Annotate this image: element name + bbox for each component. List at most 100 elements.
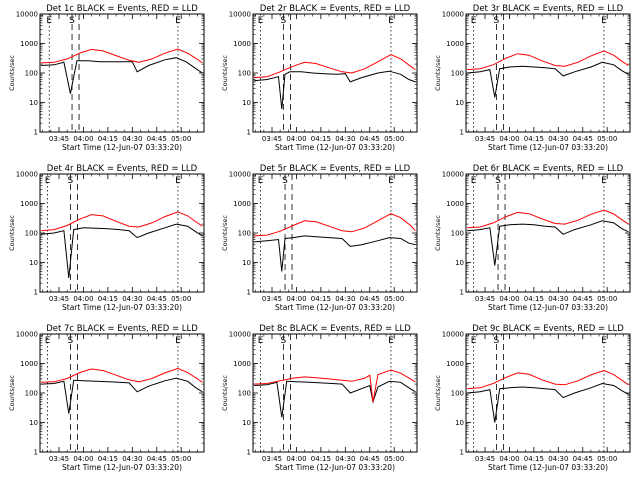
y-tick-label: 10000 xyxy=(229,171,251,179)
x-tick-label: 03:45 xyxy=(49,135,69,143)
lld-series-line xyxy=(41,367,203,383)
x-tick-label: 05:00 xyxy=(171,455,191,463)
x-tick-label: 04:30 xyxy=(122,135,142,143)
x-axis-label: Start Time (12-Jun-07 03:33:20) xyxy=(488,143,608,152)
x-axis-label: Start Time (12-Jun-07 03:33:20) xyxy=(275,303,395,312)
events-series-line xyxy=(254,70,416,110)
y-tick-label: 100 xyxy=(25,230,38,238)
y-tick-label: 10000 xyxy=(442,331,464,339)
x-axis-label: Start Time (12-Jun-07 03:33:20) xyxy=(488,463,608,472)
events-series-line xyxy=(254,235,416,272)
y-tick-label: 100 xyxy=(238,390,251,398)
chart-panel: Det 7c BLACK = Events, RED = LLD 1 10 100 10… xyxy=(8,324,205,472)
chart-title: Det 1c BLACK = Events, RED = LLD xyxy=(46,4,198,14)
marker-label: S xyxy=(69,16,75,26)
marker-label: S xyxy=(68,176,74,186)
x-tick-label: 04:30 xyxy=(335,135,355,143)
chart-title: Det 4r BLACK = Events, RED = LLD xyxy=(47,164,198,174)
x-tick-label: 04:30 xyxy=(548,135,568,143)
y-axis-label: Counts/sec xyxy=(221,55,229,91)
x-tick-label: 04:30 xyxy=(548,455,568,463)
y-tick-label: 10000 xyxy=(16,331,38,339)
x-tick-label: 04:15 xyxy=(524,295,544,303)
plot-frame xyxy=(252,173,418,293)
y-tick-label: 1000 xyxy=(233,360,251,368)
chart-panel: Det 5r BLACK = Events, RED = LLD 1 10 100 10… xyxy=(221,164,418,312)
x-axis-label: Start Time (12-Jun-07 03:33:20) xyxy=(62,143,182,152)
y-tick-label: 1000 xyxy=(446,40,464,48)
x-tick-label: 04:15 xyxy=(311,455,331,463)
x-tick-label: 04:00 xyxy=(73,135,93,143)
y-tick-label: 1 xyxy=(34,129,38,137)
y-tick-label: 1000 xyxy=(20,360,38,368)
events-series-line xyxy=(467,61,629,98)
y-tick-label: 100 xyxy=(451,70,464,78)
marker-label: E xyxy=(258,336,264,346)
lld-series-line xyxy=(254,213,416,237)
x-axis-label: Start Time (12-Jun-07 03:33:20) xyxy=(275,143,395,152)
chart-panel: Det 6r BLACK = Events, RED = LLD 1 10 100 10… xyxy=(434,164,631,312)
y-tick-label: 1000 xyxy=(446,360,464,368)
plot-frame xyxy=(39,13,205,133)
x-tick-label: 04:00 xyxy=(286,135,306,143)
marker-label: E xyxy=(45,336,51,346)
marker-label: E xyxy=(388,16,394,26)
y-axis-label: Counts/sec xyxy=(434,55,442,91)
chart-panel: Det 4r BLACK = Events, RED = LLD 1 10 100 10… xyxy=(8,164,205,312)
x-tick-label: 04:45 xyxy=(573,295,593,303)
y-tick-label: 100 xyxy=(25,70,38,78)
x-tick-label: 04:15 xyxy=(98,135,118,143)
x-tick-label: 04:15 xyxy=(98,455,118,463)
chart-panel: Det 9c BLACK = Events, RED = LLD 1 10 100 10… xyxy=(434,324,631,472)
y-tick-label: 10 xyxy=(29,419,38,427)
marker-label: E xyxy=(471,176,477,186)
chart-title: Det 9c BLACK = Events, RED = LLD xyxy=(472,324,624,334)
lld-series-line xyxy=(467,50,629,71)
y-tick-label: 10000 xyxy=(16,11,38,19)
y-tick-label: 10000 xyxy=(229,331,251,339)
x-axis-label: Start Time (12-Jun-07 03:33:20) xyxy=(62,463,182,472)
x-tick-label: 04:00 xyxy=(286,295,306,303)
x-tick-label: 04:30 xyxy=(122,295,142,303)
x-tick-label: 04:30 xyxy=(335,455,355,463)
marker-label: E xyxy=(388,336,394,346)
marker-label: E xyxy=(471,16,477,26)
x-tick-label: 05:00 xyxy=(384,295,404,303)
lld-series-line xyxy=(41,211,203,232)
x-tick-label: 03:45 xyxy=(475,295,495,303)
x-tick-label: 04:15 xyxy=(311,135,331,143)
y-tick-label: 1000 xyxy=(20,40,38,48)
y-axis-label: Counts/sec xyxy=(8,215,16,251)
x-tick-label: 03:45 xyxy=(475,455,495,463)
y-tick-label: 100 xyxy=(451,230,464,238)
chart-panel: Det 2r BLACK = Events, RED = LLD 1 10 100 10… xyxy=(221,4,418,152)
x-tick-label: 03:45 xyxy=(475,135,495,143)
events-series-line xyxy=(41,223,203,278)
chart-title: Det 6r BLACK = Events, RED = LLD xyxy=(473,164,624,174)
x-tick-label: 04:45 xyxy=(147,135,167,143)
marker-label: E xyxy=(601,16,607,26)
x-tick-label: 04:30 xyxy=(548,295,568,303)
x-tick-label: 04:45 xyxy=(360,135,380,143)
x-tick-label: 05:00 xyxy=(384,135,404,143)
marker-label: S xyxy=(281,336,287,346)
x-tick-label: 04:30 xyxy=(335,295,355,303)
x-tick-label: 05:00 xyxy=(597,455,617,463)
x-tick-label: 04:00 xyxy=(73,295,93,303)
lld-series-line xyxy=(41,48,203,64)
events-series-line xyxy=(41,377,203,414)
y-tick-label: 10000 xyxy=(229,11,251,19)
y-axis-label: Counts/sec xyxy=(8,375,16,411)
x-tick-label: 05:00 xyxy=(171,135,191,143)
chart-panel: Det 3r BLACK = Events, RED = LLD 1 10 100 10… xyxy=(434,4,631,152)
marker-label: E xyxy=(601,176,607,186)
chart-title: Det 5r BLACK = Events, RED = LLD xyxy=(260,164,411,174)
marker-label: E xyxy=(601,336,607,346)
y-tick-label: 1 xyxy=(247,129,251,137)
events-series-line xyxy=(467,220,629,266)
lld-series-line xyxy=(254,369,416,402)
chart-title: Det 7c BLACK = Events, RED = LLD xyxy=(46,324,198,334)
y-tick-label: 1 xyxy=(460,129,464,137)
y-tick-label: 100 xyxy=(451,390,464,398)
